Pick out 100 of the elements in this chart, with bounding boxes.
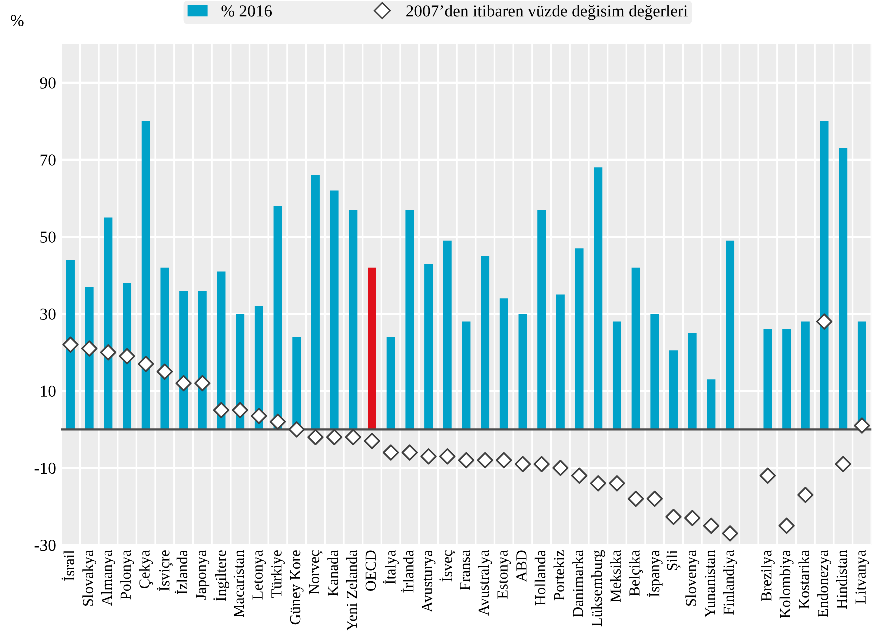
bar: [160, 268, 170, 430]
x-tick-label: İsveç: [440, 550, 456, 582]
x-tick-label: Çekya: [139, 550, 154, 589]
point: [835, 456, 852, 472]
x-tick-label: Kostarika: [798, 550, 810, 610]
y-tick-label: 10: [41, 386, 56, 398]
bar: [612, 322, 622, 430]
point: [382, 444, 400, 461]
x-tick-label: Macaristan: [234, 550, 244, 618]
y-axis-title: %: [11, 15, 24, 26]
point: [590, 475, 606, 492]
x-tick-label: Belçika: [629, 550, 643, 596]
point: [798, 487, 814, 504]
bar: [556, 294, 565, 430]
bar: [670, 350, 678, 430]
x-tick-label: Kanada: [328, 550, 338, 596]
bar: [66, 260, 75, 430]
bar: [443, 240, 452, 430]
bar: [500, 298, 508, 430]
x-tick-label: Hindistan: [836, 550, 848, 610]
point: [345, 429, 362, 446]
x-tick-label: Almanya: [101, 550, 116, 606]
point: [176, 375, 192, 392]
x-tick-label: ABD: [516, 550, 527, 582]
point: [684, 510, 701, 526]
x-tick-label: Güney Kore: [290, 550, 304, 625]
x-tick-label: İtalya: [383, 550, 400, 584]
x-tick-label: İspanya: [646, 550, 663, 598]
x-tick-label: Avustralya: [478, 550, 492, 616]
x-tick-label: Şili: [666, 550, 681, 570]
point: [213, 402, 230, 419]
bar: [782, 329, 792, 430]
x-tick-label: İsrail: [62, 550, 75, 581]
bar: [142, 121, 150, 430]
y-tick-label: 90: [40, 78, 56, 89]
y-tick-label: 70: [40, 154, 56, 166]
point: [81, 340, 98, 357]
x-tick-label: Yunanistan: [705, 550, 716, 618]
bar: [406, 210, 414, 430]
bar: [311, 175, 320, 430]
point: [100, 344, 117, 361]
point: [62, 336, 79, 354]
y-tick-label: -30: [34, 540, 56, 552]
x-tick-label: Polonya: [120, 550, 134, 600]
x-tick-label: Slovakya: [82, 550, 97, 606]
legend-label: % 2016: [222, 6, 272, 17]
point: [420, 448, 437, 465]
point: [628, 490, 644, 508]
x-tick-label: Meksika: [610, 550, 622, 602]
point: [816, 314, 833, 330]
y-tick-label: -10: [34, 462, 56, 474]
bar: [85, 287, 94, 430]
point: [534, 456, 550, 472]
bar: [104, 218, 113, 430]
bar: [688, 333, 697, 430]
point: [156, 364, 174, 380]
x-tick-label: Yeni Zelanda: [346, 550, 358, 632]
point: [308, 429, 324, 446]
x-tick-label: Kolombiya: [780, 550, 794, 618]
point: [440, 448, 456, 465]
point: [232, 402, 248, 419]
point: [609, 475, 626, 492]
x-tick-label: Litvanya: [856, 550, 870, 604]
point: [402, 444, 418, 461]
bar: [330, 190, 339, 430]
legend-label: 2007’den itibaren vüzde değisim değerleri: [406, 5, 688, 20]
bar: [764, 329, 772, 430]
point: [666, 508, 682, 526]
point: [552, 460, 569, 476]
bar: [386, 337, 396, 430]
x-tick-label: Estonya: [498, 550, 512, 599]
point: [760, 468, 776, 484]
x-tick-label: Brezilya: [761, 550, 775, 602]
x-tick-label: Avusturya: [422, 550, 436, 612]
x-tick-label: OECD: [366, 550, 376, 592]
point: [251, 408, 268, 424]
bar: [707, 380, 716, 430]
bar: [594, 168, 603, 430]
x-tick-label: Hollanda: [534, 550, 546, 606]
bar: [349, 210, 358, 430]
x-tick-label: Portekiz: [554, 550, 565, 601]
y-tick-label: 30: [40, 308, 56, 320]
point: [514, 456, 532, 472]
x-tick-label: Slovenya: [686, 550, 700, 606]
bar: [538, 210, 546, 430]
x-tick-label: İsviçre: [157, 550, 173, 592]
bar: [424, 264, 434, 430]
x-tick-label: Fransa: [460, 550, 470, 590]
bar: [368, 268, 376, 430]
point: [854, 418, 870, 434]
point: [119, 348, 136, 365]
bar: [274, 206, 282, 430]
bar: [801, 322, 810, 430]
bar: [481, 256, 490, 430]
point: [571, 468, 588, 484]
point: [477, 452, 494, 469]
bar: [180, 290, 188, 430]
point: [364, 433, 380, 450]
bar: [123, 283, 132, 430]
point: [138, 356, 154, 372]
